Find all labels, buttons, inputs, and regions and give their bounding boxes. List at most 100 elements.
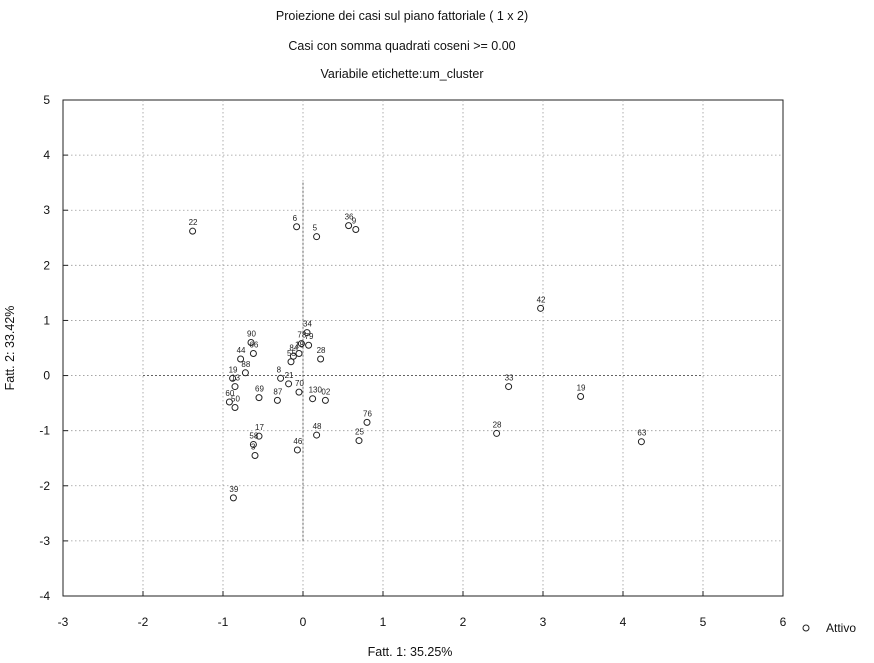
data-point-label: 39	[229, 485, 238, 494]
data-point-label: 25	[355, 428, 364, 437]
data-point-label: 87	[273, 387, 282, 396]
x-tick-label: 6	[780, 615, 787, 629]
data-point	[287, 358, 295, 366]
data-point-label: 19	[577, 383, 586, 392]
x-tick-label: -1	[218, 615, 229, 629]
data-point	[229, 374, 237, 382]
data-point-label: 28	[493, 420, 502, 429]
data-point	[255, 432, 263, 440]
data-point-label: 44	[237, 346, 246, 355]
data-point	[505, 383, 513, 391]
x-tick-labels: -3 -2 -1 0 1 2 3 4 5 6	[58, 615, 787, 629]
data-point	[293, 446, 301, 454]
y-tick-label: 4	[43, 148, 50, 162]
data-point	[317, 355, 325, 363]
data-point	[305, 341, 313, 349]
data-point	[321, 396, 329, 404]
y-tick-label: 0	[43, 369, 50, 383]
y-tick-label: 1	[43, 313, 50, 327]
y-tick-label: 2	[43, 258, 50, 272]
data-point-label: 66	[249, 341, 258, 350]
data-points: 22 65369423478792818845590664488191360506…	[189, 213, 647, 502]
x-tick-label: 3	[540, 615, 547, 629]
data-point	[229, 494, 237, 502]
data-point-label: 58	[249, 431, 258, 440]
data-point-label: 78	[297, 331, 306, 340]
chart-title-line-1: Proiezione dei casi sul piano fattoriale…	[276, 9, 528, 23]
x-tick-label: 1	[380, 615, 387, 629]
data-point-label: 69	[255, 385, 264, 394]
data-point-label: 63	[637, 429, 646, 438]
data-point	[295, 350, 303, 358]
data-point	[313, 431, 321, 439]
data-point-label: 42	[537, 295, 546, 304]
data-point-label: 55	[287, 349, 296, 358]
data-point	[225, 398, 233, 406]
x-tick-label: 4	[620, 615, 627, 629]
data-point	[249, 350, 257, 358]
data-point	[273, 396, 281, 404]
data-point-label: 8	[277, 365, 282, 374]
data-point	[637, 438, 645, 446]
data-point-label: 21	[285, 371, 294, 380]
legend-label: Attivo	[826, 621, 856, 635]
data-point	[231, 383, 239, 391]
data-point-label: 70	[295, 379, 304, 388]
data-point	[295, 388, 303, 396]
data-point-label: 34	[303, 320, 312, 329]
origin-lines	[143, 182, 703, 541]
data-point	[303, 329, 311, 337]
y-tick-label: -4	[39, 589, 50, 603]
y-tick-label: 5	[43, 93, 50, 107]
legend-marker	[802, 624, 810, 632]
data-point-label: 17	[255, 423, 264, 432]
data-point	[355, 437, 363, 445]
data-point-label: 60	[225, 389, 234, 398]
data-point-label: 3	[251, 442, 256, 451]
data-point-label: 76	[363, 409, 372, 418]
data-point	[537, 304, 545, 312]
data-point-label: 90	[247, 329, 256, 338]
data-point-label: 36	[345, 213, 354, 222]
data-point	[313, 233, 321, 241]
y-axis-title: Fatt. 2: 33.42%	[3, 306, 17, 391]
x-tick-label: 0	[300, 615, 307, 629]
data-point	[293, 223, 301, 231]
data-point-label: 22	[189, 218, 198, 227]
x-tick-label: 2	[460, 615, 467, 629]
data-point-label: 6	[293, 214, 298, 223]
y-tick-label: -1	[39, 424, 50, 438]
y-tick-label: -2	[39, 479, 50, 493]
data-point	[577, 392, 585, 400]
data-point	[277, 374, 285, 382]
chart-title-line-2: Casi con somma quadrati coseni >= 0.00	[288, 39, 515, 53]
data-point-label: 33	[505, 374, 514, 383]
data-point	[255, 394, 263, 402]
data-point-label: 28	[317, 346, 326, 355]
data-point-label: 02	[321, 387, 330, 396]
data-point	[363, 418, 371, 426]
data-point-label: 19	[229, 365, 238, 374]
data-point-label: 18	[295, 341, 304, 350]
data-point	[309, 395, 317, 403]
data-point-label: 88	[241, 360, 250, 369]
data-point	[231, 404, 239, 412]
data-point	[251, 451, 259, 459]
data-point-label: 13	[231, 374, 240, 383]
data-point-label: 50	[231, 395, 240, 404]
data-point	[241, 369, 249, 377]
data-point	[249, 440, 257, 448]
data-point-label: 48	[313, 422, 322, 431]
data-point-label: 84	[289, 343, 298, 352]
data-point	[247, 338, 255, 346]
y-tick-label: 3	[43, 203, 50, 217]
data-point-label: 46	[293, 437, 302, 446]
data-point-label: 130	[309, 386, 323, 395]
plot-area	[62, 99, 784, 597]
data-point	[352, 226, 360, 234]
x-tick-label: -3	[58, 615, 69, 629]
x-axis-title: Fatt. 1: 35.25%	[368, 645, 453, 659]
x-tick-label: 5	[700, 615, 707, 629]
data-point	[189, 227, 197, 235]
